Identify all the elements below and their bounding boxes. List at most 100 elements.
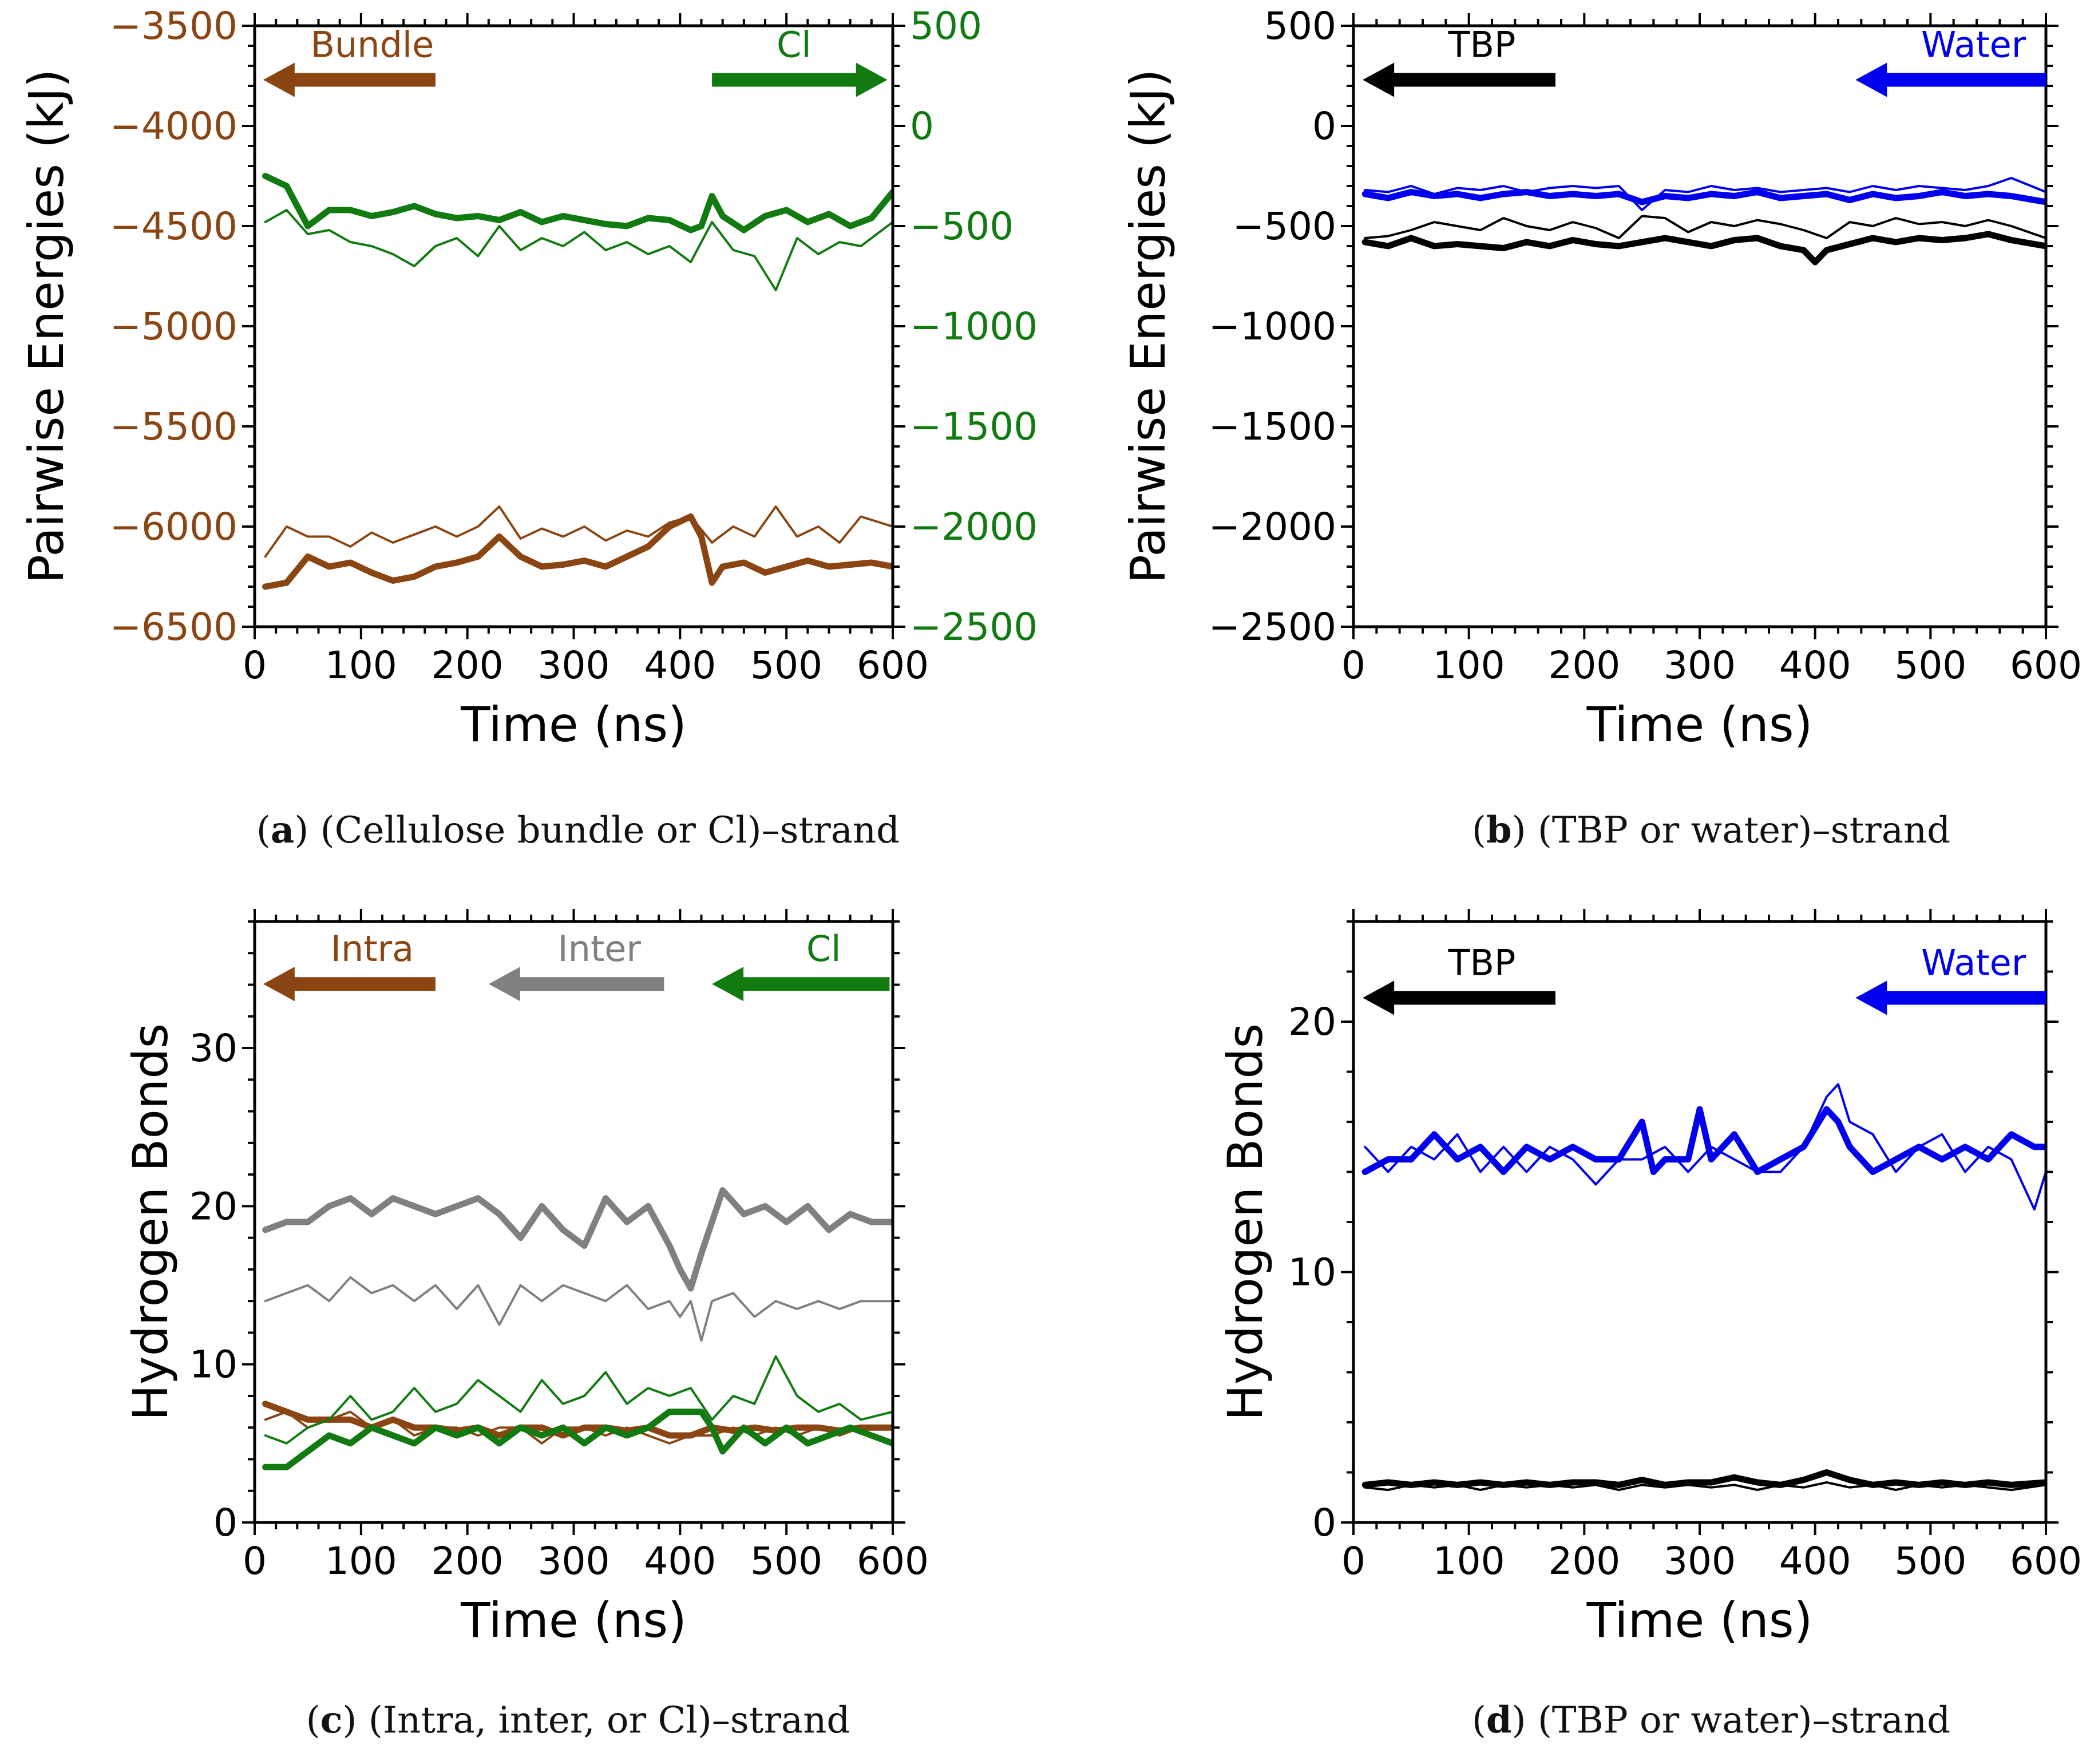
y-tick-label: −5500 bbox=[110, 405, 237, 449]
y-axis-label: Hydrogen Bonds bbox=[1217, 1023, 1273, 1421]
series-line-b-1 bbox=[1364, 215, 2046, 239]
y2-tick-label: 500 bbox=[910, 4, 982, 48]
y-axis-label: Pairwise Energies (kJ) bbox=[18, 69, 74, 583]
x-tick-label: 600 bbox=[857, 1539, 929, 1583]
caption-open: ( bbox=[1472, 1699, 1486, 1742]
y-tick-label: −2500 bbox=[1209, 605, 1336, 649]
x-axis-label: Time (ns) bbox=[460, 1592, 687, 1648]
y-tick-label: 20 bbox=[189, 1184, 237, 1228]
arrow-d-1: Water bbox=[1855, 942, 2046, 1015]
plot-frame bbox=[1352, 920, 2048, 1524]
x-tick-label: 200 bbox=[1548, 1539, 1620, 1583]
x-tick-label: 100 bbox=[325, 1539, 397, 1583]
y-tick-label: 0 bbox=[1312, 104, 1336, 148]
x-tick-label: 600 bbox=[857, 643, 929, 687]
x-tick-label: 500 bbox=[1894, 1539, 1966, 1583]
series-line-c-3 bbox=[264, 1410, 893, 1445]
x-tick-label: 400 bbox=[644, 1539, 716, 1583]
series-line-d-1 bbox=[1364, 1083, 2046, 1211]
y2-tick-label: −500 bbox=[910, 204, 1014, 248]
arrow-head bbox=[1363, 62, 1395, 97]
x-tick-label: 0 bbox=[243, 643, 267, 687]
x-tick-label: 500 bbox=[750, 1539, 822, 1583]
panel-d: 0 100 200 300 400 500 600 0 10 20 Time (ns) Hydroge… bbox=[1217, 909, 2082, 1742]
y2-tick-label: −1000 bbox=[910, 304, 1038, 349]
series-line-a-1 bbox=[264, 505, 893, 558]
arrow-head bbox=[488, 967, 520, 1002]
y2-tick-label: 0 bbox=[910, 104, 934, 148]
caption-text: ) (TBP or water)–strand bbox=[1512, 1699, 1950, 1742]
series-line-d-0 bbox=[1361, 1106, 2046, 1175]
x-tick-label: 300 bbox=[1664, 643, 1736, 687]
x-tick-label: 300 bbox=[1664, 1539, 1736, 1583]
x-tick-label: 100 bbox=[1433, 643, 1505, 687]
x-tick-label: 600 bbox=[2010, 643, 2082, 687]
arrow-d-0: TBP bbox=[1363, 942, 1555, 1015]
series-line-b-0 bbox=[1361, 231, 2046, 266]
y-tick-label: −2000 bbox=[1209, 505, 1336, 549]
series-line-b-3 bbox=[1364, 177, 2046, 211]
y-tick-label: 10 bbox=[1288, 1251, 1336, 1295]
panel-caption: (b) (TBP or water)–strand bbox=[1472, 809, 1950, 852]
x-tick-label: 200 bbox=[1548, 643, 1620, 687]
arrow-head bbox=[1363, 980, 1395, 1015]
arrow-head bbox=[1855, 980, 1887, 1015]
y-tick-label: 0 bbox=[1312, 1501, 1336, 1545]
panel-a: 0 100 200 300 400 500 600−6500−6000−5500−5000−… bbox=[18, 4, 1038, 852]
caption-letter: d bbox=[1486, 1699, 1512, 1742]
caption-text: ) (Cellulose bundle or Cl)–strand bbox=[294, 809, 900, 852]
x-tick-label: 100 bbox=[1433, 1539, 1505, 1583]
x-tick-label: 200 bbox=[432, 643, 504, 687]
arrow-head bbox=[263, 62, 295, 97]
panel-c: 0 100 200 300 400 500 600 0 10 20 30 Time (ns) Hydro… bbox=[122, 909, 929, 1742]
y-tick-label: −500 bbox=[1233, 204, 1336, 248]
y2-tick-label: −2500 bbox=[910, 605, 1038, 649]
arrow-c-2: Cl bbox=[712, 928, 890, 1002]
x-tick-label: 300 bbox=[538, 643, 610, 687]
arrow-head bbox=[856, 62, 888, 97]
x-tick-label: 0 bbox=[1341, 1539, 1365, 1583]
caption-letter: b bbox=[1486, 809, 1512, 852]
panel-b: 0 100 200 300 400 500 600 −2500 −2000 −1500 −1000 −… bbox=[1120, 4, 2082, 852]
x-tick-label: 0 bbox=[243, 1539, 267, 1583]
series-line-a-0 bbox=[262, 513, 893, 590]
x-tick-label: 300 bbox=[538, 1539, 610, 1583]
caption-open: ( bbox=[1472, 809, 1486, 852]
arrow-b-0: TBP bbox=[1363, 24, 1555, 97]
x-axis-label: Time (ns) bbox=[1586, 697, 1813, 753]
panel-caption: (a) (Cellulose bundle or Cl)–strand bbox=[256, 809, 900, 852]
arrow-label: TBP bbox=[1448, 942, 1516, 983]
arrow-c-0: Intra bbox=[263, 928, 436, 1002]
series-line-c-5 bbox=[264, 1355, 893, 1445]
y-tick-label: −6000 bbox=[110, 505, 237, 549]
arrow-a-0: Bundle bbox=[263, 24, 436, 97]
y-axis-label: Hydrogen Bonds bbox=[122, 1023, 179, 1421]
y-axis-label: Pairwise Energies (kJ) bbox=[1120, 69, 1176, 583]
y-tick-label: −3500 bbox=[110, 4, 237, 48]
caption-letter: c bbox=[320, 1699, 343, 1742]
caption-letter: a bbox=[271, 809, 294, 852]
x-tick-label: 600 bbox=[2010, 1539, 2082, 1583]
caption-text: ) (Intra, inter, or Cl)–strand bbox=[343, 1699, 850, 1742]
arrow-label: Intra bbox=[331, 928, 414, 970]
y-tick-label: 10 bbox=[189, 1343, 237, 1387]
panel-caption: (c) (Intra, inter, or Cl)–strand bbox=[306, 1699, 850, 1742]
series-line-d-3 bbox=[1364, 1481, 2046, 1492]
x-tick-label: 400 bbox=[644, 643, 716, 687]
y-tick-label: −1500 bbox=[1209, 405, 1336, 449]
caption-open: ( bbox=[306, 1699, 320, 1742]
y-tick-label: −4000 bbox=[110, 104, 237, 148]
x-tick-label: 200 bbox=[432, 1539, 504, 1583]
arrow-label: Water bbox=[1921, 24, 2026, 66]
arrow-head bbox=[263, 967, 295, 1002]
arrow-b-1: Water bbox=[1855, 24, 2046, 97]
arrow-label: TBP bbox=[1448, 24, 1516, 66]
x-tick-label: 400 bbox=[1779, 643, 1851, 687]
y-tick-label: 500 bbox=[1264, 4, 1336, 48]
y-tick-label: 30 bbox=[189, 1026, 237, 1070]
series-line-a-3 bbox=[264, 209, 893, 291]
series-line-c-1 bbox=[264, 1276, 893, 1342]
y-tick-label: −1000 bbox=[1209, 304, 1336, 349]
x-tick-label: 0 bbox=[1341, 643, 1365, 687]
